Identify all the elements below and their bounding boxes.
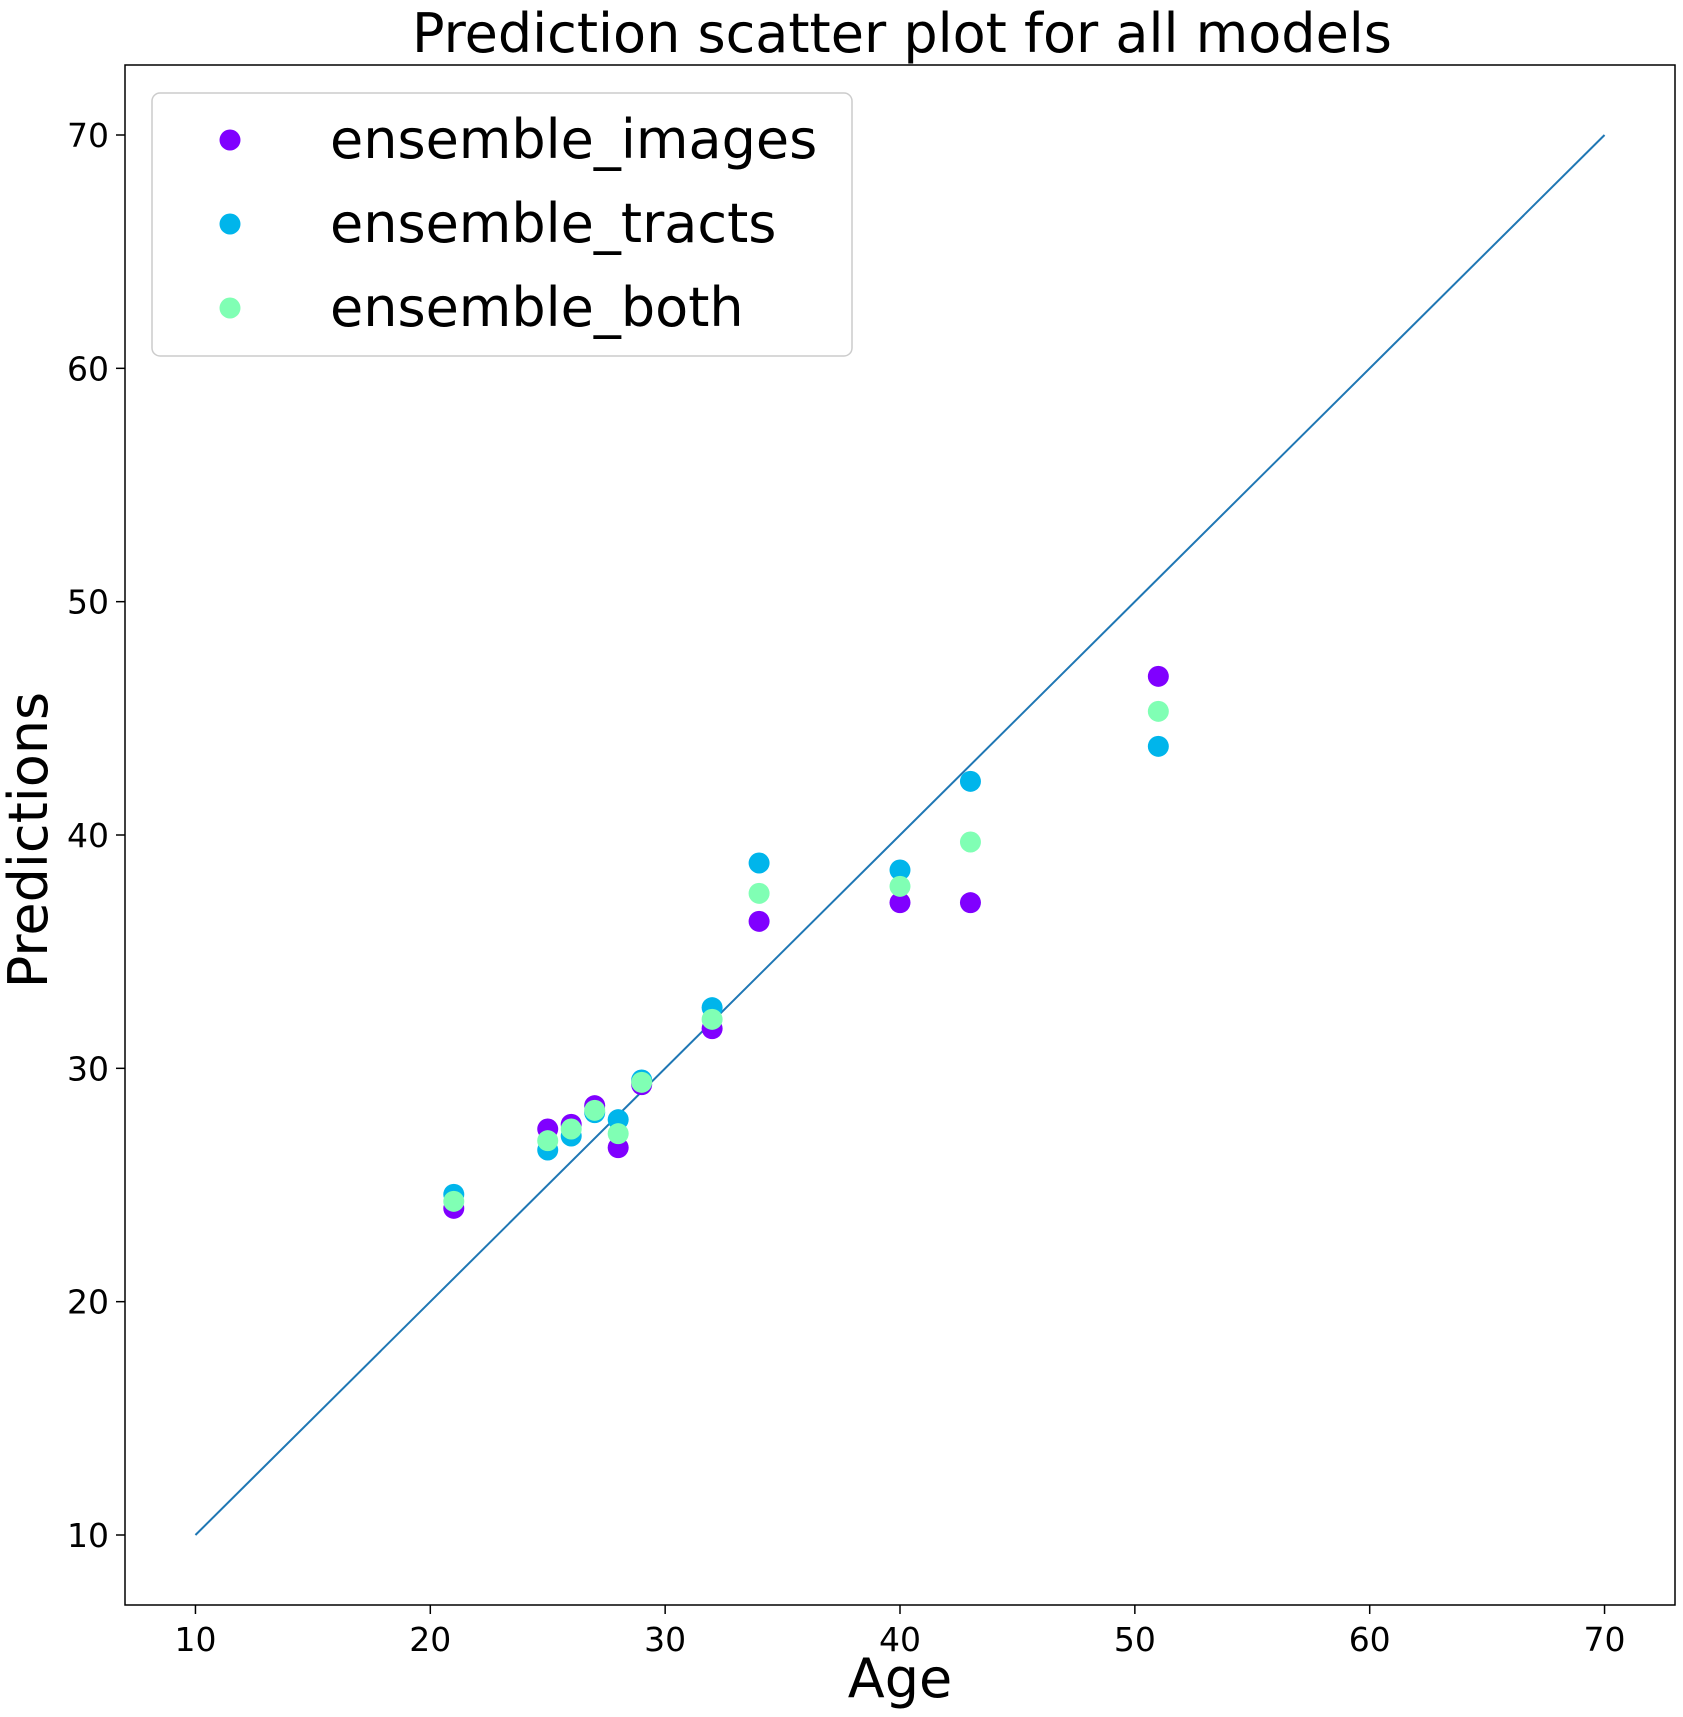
data-point-ensemble_tracts <box>1147 735 1169 757</box>
x-tick-label: 70 <box>1584 1620 1626 1659</box>
identity-reference-line <box>194 134 1606 1536</box>
y-axis-label: Predictions <box>0 692 60 988</box>
legend-marker-ensemble_both <box>219 297 241 319</box>
data-point-ensemble_images <box>1147 665 1169 687</box>
data-point-ensemble_both <box>1147 700 1169 722</box>
y-tick-label: 50 <box>67 583 109 622</box>
y-tick-label: 20 <box>67 1283 109 1322</box>
data-point-ensemble_images <box>748 910 770 932</box>
data-point-ensemble_tracts <box>889 859 911 881</box>
y-tick-label: 70 <box>67 116 109 155</box>
y-axis-ticks: 10 20 30 40 50 60 70 <box>67 116 125 1555</box>
legend-box <box>151 92 853 357</box>
legend-label-ensemble_tracts: ensemble_tracts <box>330 192 776 255</box>
data-point-ensemble_tracts <box>959 770 981 792</box>
x-axis-ticks: 10 20 30 40 50 60 70 <box>174 1605 1626 1659</box>
data-point-ensemble_both <box>584 1099 606 1121</box>
data-point-ensemble_both <box>607 1123 629 1145</box>
legend-label-ensemble_images: ensemble_images <box>330 108 817 171</box>
legend-label-ensemble_both: ensemble_both <box>330 276 744 339</box>
data-point-ensemble_both <box>701 1008 723 1030</box>
x-tick-label: 20 <box>409 1620 451 1659</box>
data-point-ensemble_both <box>959 831 981 853</box>
y-tick-label: 60 <box>67 349 109 388</box>
data-point-ensemble_both <box>560 1118 582 1140</box>
x-tick-label: 40 <box>879 1620 921 1659</box>
legend-marker-ensemble_images <box>219 129 241 151</box>
data-point-ensemble_tracts <box>748 852 770 874</box>
data-point-ensemble_images <box>959 892 981 914</box>
data-point-ensemble_both <box>631 1071 653 1093</box>
data-point-ensemble_both <box>537 1130 559 1152</box>
data-point-ensemble_both <box>889 875 911 897</box>
y-tick-label: 10 <box>67 1516 109 1555</box>
data-point-ensemble_images <box>889 892 911 914</box>
scatter-points <box>443 665 1169 1219</box>
x-tick-label: 30 <box>644 1620 686 1659</box>
y-tick-label: 40 <box>67 816 109 855</box>
x-tick-label: 50 <box>1114 1620 1156 1659</box>
legend-marker-ensemble_tracts <box>219 213 241 235</box>
y-tick-label: 30 <box>67 1049 109 1088</box>
x-tick-label: 10 <box>174 1620 216 1659</box>
data-point-ensemble_both <box>443 1190 465 1212</box>
chart-title: Prediction scatter plot for all models <box>412 2 1392 65</box>
series-ensemble_both <box>443 700 1169 1212</box>
x-tick-label: 60 <box>1349 1620 1391 1659</box>
x-axis-label: Age <box>848 1647 952 1710</box>
data-point-ensemble_both <box>748 882 770 904</box>
legend: ensemble_images ensemble_tracts ensemble_b… <box>151 92 853 357</box>
